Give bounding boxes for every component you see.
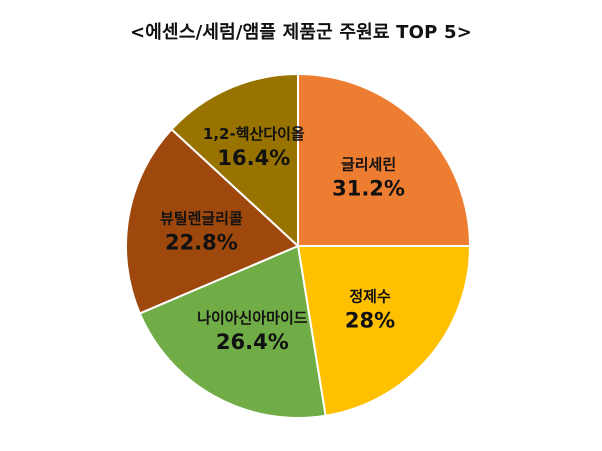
slice-value-5: 16.4% [217, 146, 290, 170]
pie-slices [125, 72, 472, 419]
slice-value-4: 22.8% [165, 230, 238, 254]
slice-label-5: 1,2-헥산다이올 [203, 125, 305, 143]
slice-label-2: 정제수 [349, 287, 391, 305]
chart-title: <에센스/세럼/앰플 제품군 주원료 TOP 5> [130, 22, 472, 43]
slice-value-1: 31.2% [332, 176, 405, 200]
slice-label-4: 뷰틸렌글리콜 [160, 209, 243, 227]
pie-slice-2 [296, 245, 472, 417]
pie-slice-5 [170, 72, 299, 249]
slice-value-2: 28% [345, 308, 395, 332]
slice-value-3: 26.4% [216, 330, 289, 354]
pie-slice-3 [138, 244, 327, 419]
pie-slice-1 [297, 72, 472, 247]
slice-label-1: 글리세린 [341, 155, 396, 173]
pie-labels: 글리세린 31.2% 정제수 28% 나이아신아마이드 26.4% 뷰틸렌글리콜 22.8% 1… [160, 125, 405, 354]
slice-label-3: 나이아신아마이드 [197, 309, 308, 327]
pie-slice-4 [125, 127, 300, 315]
